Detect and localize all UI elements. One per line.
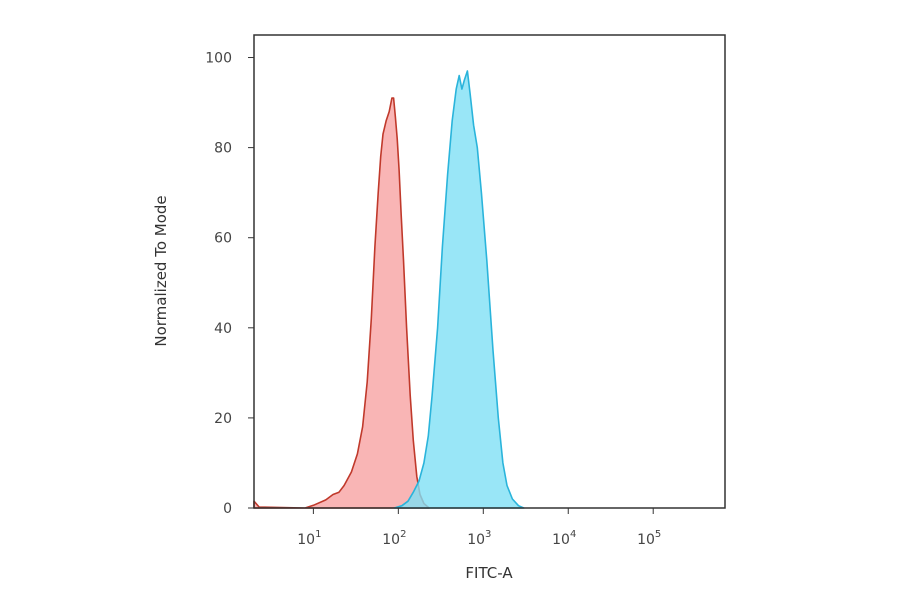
y-tick-label-6: 100: [205, 51, 232, 67]
x-tick-label-3: 103: [467, 529, 491, 548]
y-axis-ticks: 0 20 40 60 80 100: [205, 51, 254, 517]
x-tick-label-4: 104: [552, 529, 576, 548]
series-1-area: [253, 97, 430, 509]
y-axis-title: Normalized To Mode: [152, 195, 170, 346]
series-2-area: [393, 70, 525, 509]
x-tick-label-5: 105: [637, 529, 661, 548]
x-tick-label-1: 101: [297, 529, 321, 548]
x-axis-ticks: 101 102 103 104 105: [297, 508, 661, 548]
y-tick-label-1: 0: [223, 501, 232, 517]
x-tick-label-2: 102: [382, 529, 406, 548]
y-tick-label-5: 80: [214, 141, 232, 157]
y-tick-label-3: 40: [214, 321, 232, 337]
y-tick-label-4: 60: [214, 231, 232, 247]
plot-frame: [253, 34, 726, 509]
x-axis-title: FITC-A: [465, 564, 513, 582]
y-tick-label-2: 20: [214, 411, 232, 427]
series-layer: [253, 70, 525, 509]
